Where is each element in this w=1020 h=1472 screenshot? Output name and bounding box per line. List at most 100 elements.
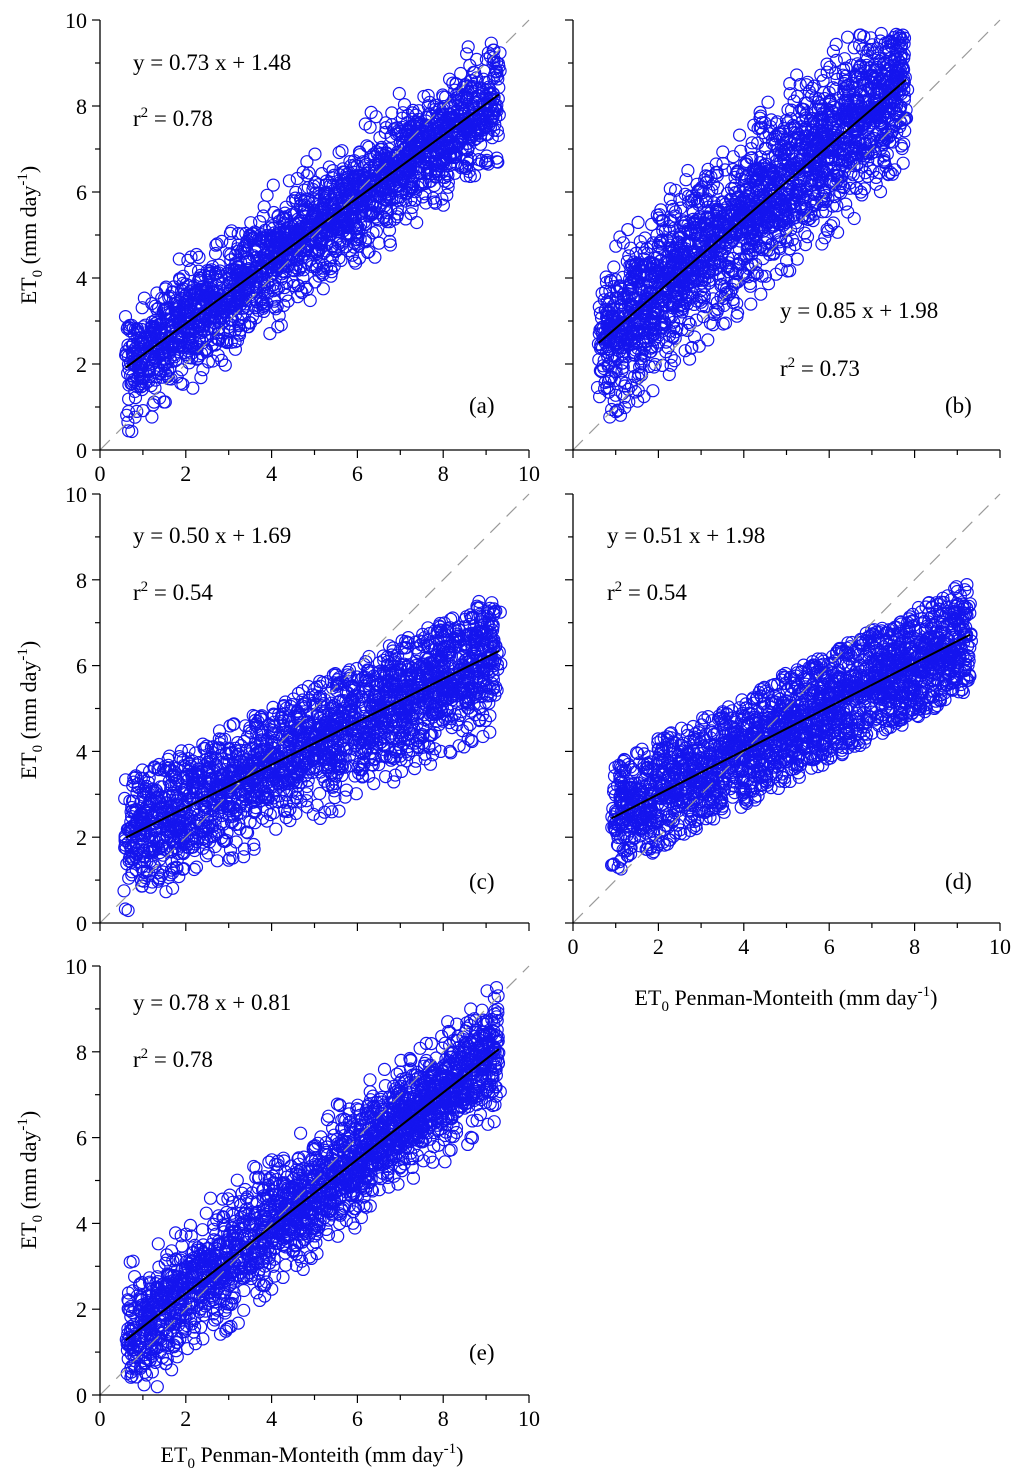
scatter-point: [597, 293, 611, 307]
scatter-point: [218, 358, 232, 372]
scatter-point: [430, 112, 444, 126]
scatter-point: [825, 105, 840, 119]
scatter-point: [750, 164, 764, 178]
scatter-point: [300, 218, 314, 232]
scatter-point: [380, 187, 395, 201]
scatter-point: [223, 325, 237, 339]
scatter-point: [839, 80, 853, 94]
scatter-point: [804, 150, 819, 164]
scatter-point: [485, 131, 499, 145]
scatter-point: [137, 291, 151, 305]
scatter-point: [849, 181, 864, 195]
scatter-point: [490, 103, 504, 118]
scatter-point: [120, 408, 134, 422]
scatter-point: [225, 224, 239, 238]
scatter-point: [676, 302, 690, 316]
scatter-point: [369, 110, 383, 124]
scatter-point: [294, 198, 308, 212]
scatter-point: [633, 234, 647, 249]
scatter-point: [640, 242, 654, 256]
scatter-point: [231, 313, 245, 327]
scatter-point: [462, 164, 476, 179]
scatter-point: [884, 117, 899, 131]
scatter-point: [824, 219, 838, 233]
scatter-point: [278, 206, 292, 220]
scatter-point: [408, 193, 422, 207]
scatter-point: [839, 106, 853, 120]
scatter-point: [269, 302, 283, 316]
scatter-point: [673, 192, 687, 207]
scatter-point: [790, 178, 804, 192]
scatter-point: [600, 381, 614, 395]
scatter-point: [299, 239, 313, 253]
scatter-point: [798, 238, 813, 252]
scatter-point: [472, 157, 486, 171]
scatter-point: [695, 261, 709, 276]
scatter-point: [726, 233, 740, 247]
scatter-point: [785, 146, 800, 160]
scatter-point: [350, 233, 364, 247]
scatter-point: [466, 65, 481, 80]
scatter-point: [829, 124, 843, 138]
scatter-point: [301, 238, 315, 252]
scatter-point: [126, 321, 140, 335]
scatter-point: [436, 102, 450, 117]
scatter-point: [164, 372, 178, 386]
scatter-point: [145, 410, 159, 424]
scatter-point: [436, 88, 450, 102]
scatter-point: [840, 30, 855, 44]
scatter-point: [395, 172, 409, 186]
scatter-point: [786, 118, 800, 133]
scatter-point: [652, 211, 666, 225]
scatter-point: [276, 258, 290, 272]
scatter-point: [790, 219, 805, 233]
scatter-point: [722, 256, 736, 270]
scatter-point: [604, 335, 618, 349]
scatter-point: [134, 380, 148, 394]
scatter-point: [294, 261, 308, 275]
scatter-point: [760, 231, 775, 245]
scatter-point: [382, 223, 397, 237]
scatter-point: [788, 134, 803, 148]
scatter-point: [224, 248, 238, 262]
scatter-point: [769, 267, 783, 281]
scatter-point: [897, 137, 911, 151]
scatter-point: [352, 239, 366, 253]
scatter-point: [202, 264, 216, 278]
scatter-point: [163, 362, 177, 376]
scatter-point: [808, 178, 822, 192]
scatter-point: [774, 213, 789, 227]
scatter-point: [150, 286, 164, 300]
scatter-point: [223, 276, 237, 290]
scatter-point: [732, 128, 747, 142]
scatter-point: [851, 63, 865, 77]
scatter-point: [679, 215, 693, 230]
x-tick-label: 6: [352, 461, 363, 486]
scatter-point: [316, 264, 331, 278]
scatter-point: [216, 304, 230, 318]
scatter-point: [833, 147, 847, 161]
scatter-point: [381, 206, 395, 220]
scatter-point: [597, 382, 612, 396]
scatter-point: [119, 349, 134, 363]
scatter-point: [424, 134, 438, 148]
scatter-point: [664, 358, 678, 372]
scatter-point: [703, 316, 718, 330]
scatter-point: [464, 81, 478, 95]
scatter-point: [665, 199, 679, 213]
scatter-point: [128, 391, 143, 405]
scatter-point: [319, 244, 333, 258]
scatter-point: [461, 121, 475, 135]
scatter-point: [409, 185, 423, 199]
scatter-point: [354, 218, 368, 232]
scatter-point: [257, 283, 271, 297]
scatter-point: [174, 744, 188, 758]
scatter-point: [873, 185, 888, 199]
scatter-point: [345, 248, 359, 262]
scatter-point: [815, 237, 829, 251]
scatter-point: [402, 180, 416, 195]
scatter-point: [283, 220, 297, 234]
